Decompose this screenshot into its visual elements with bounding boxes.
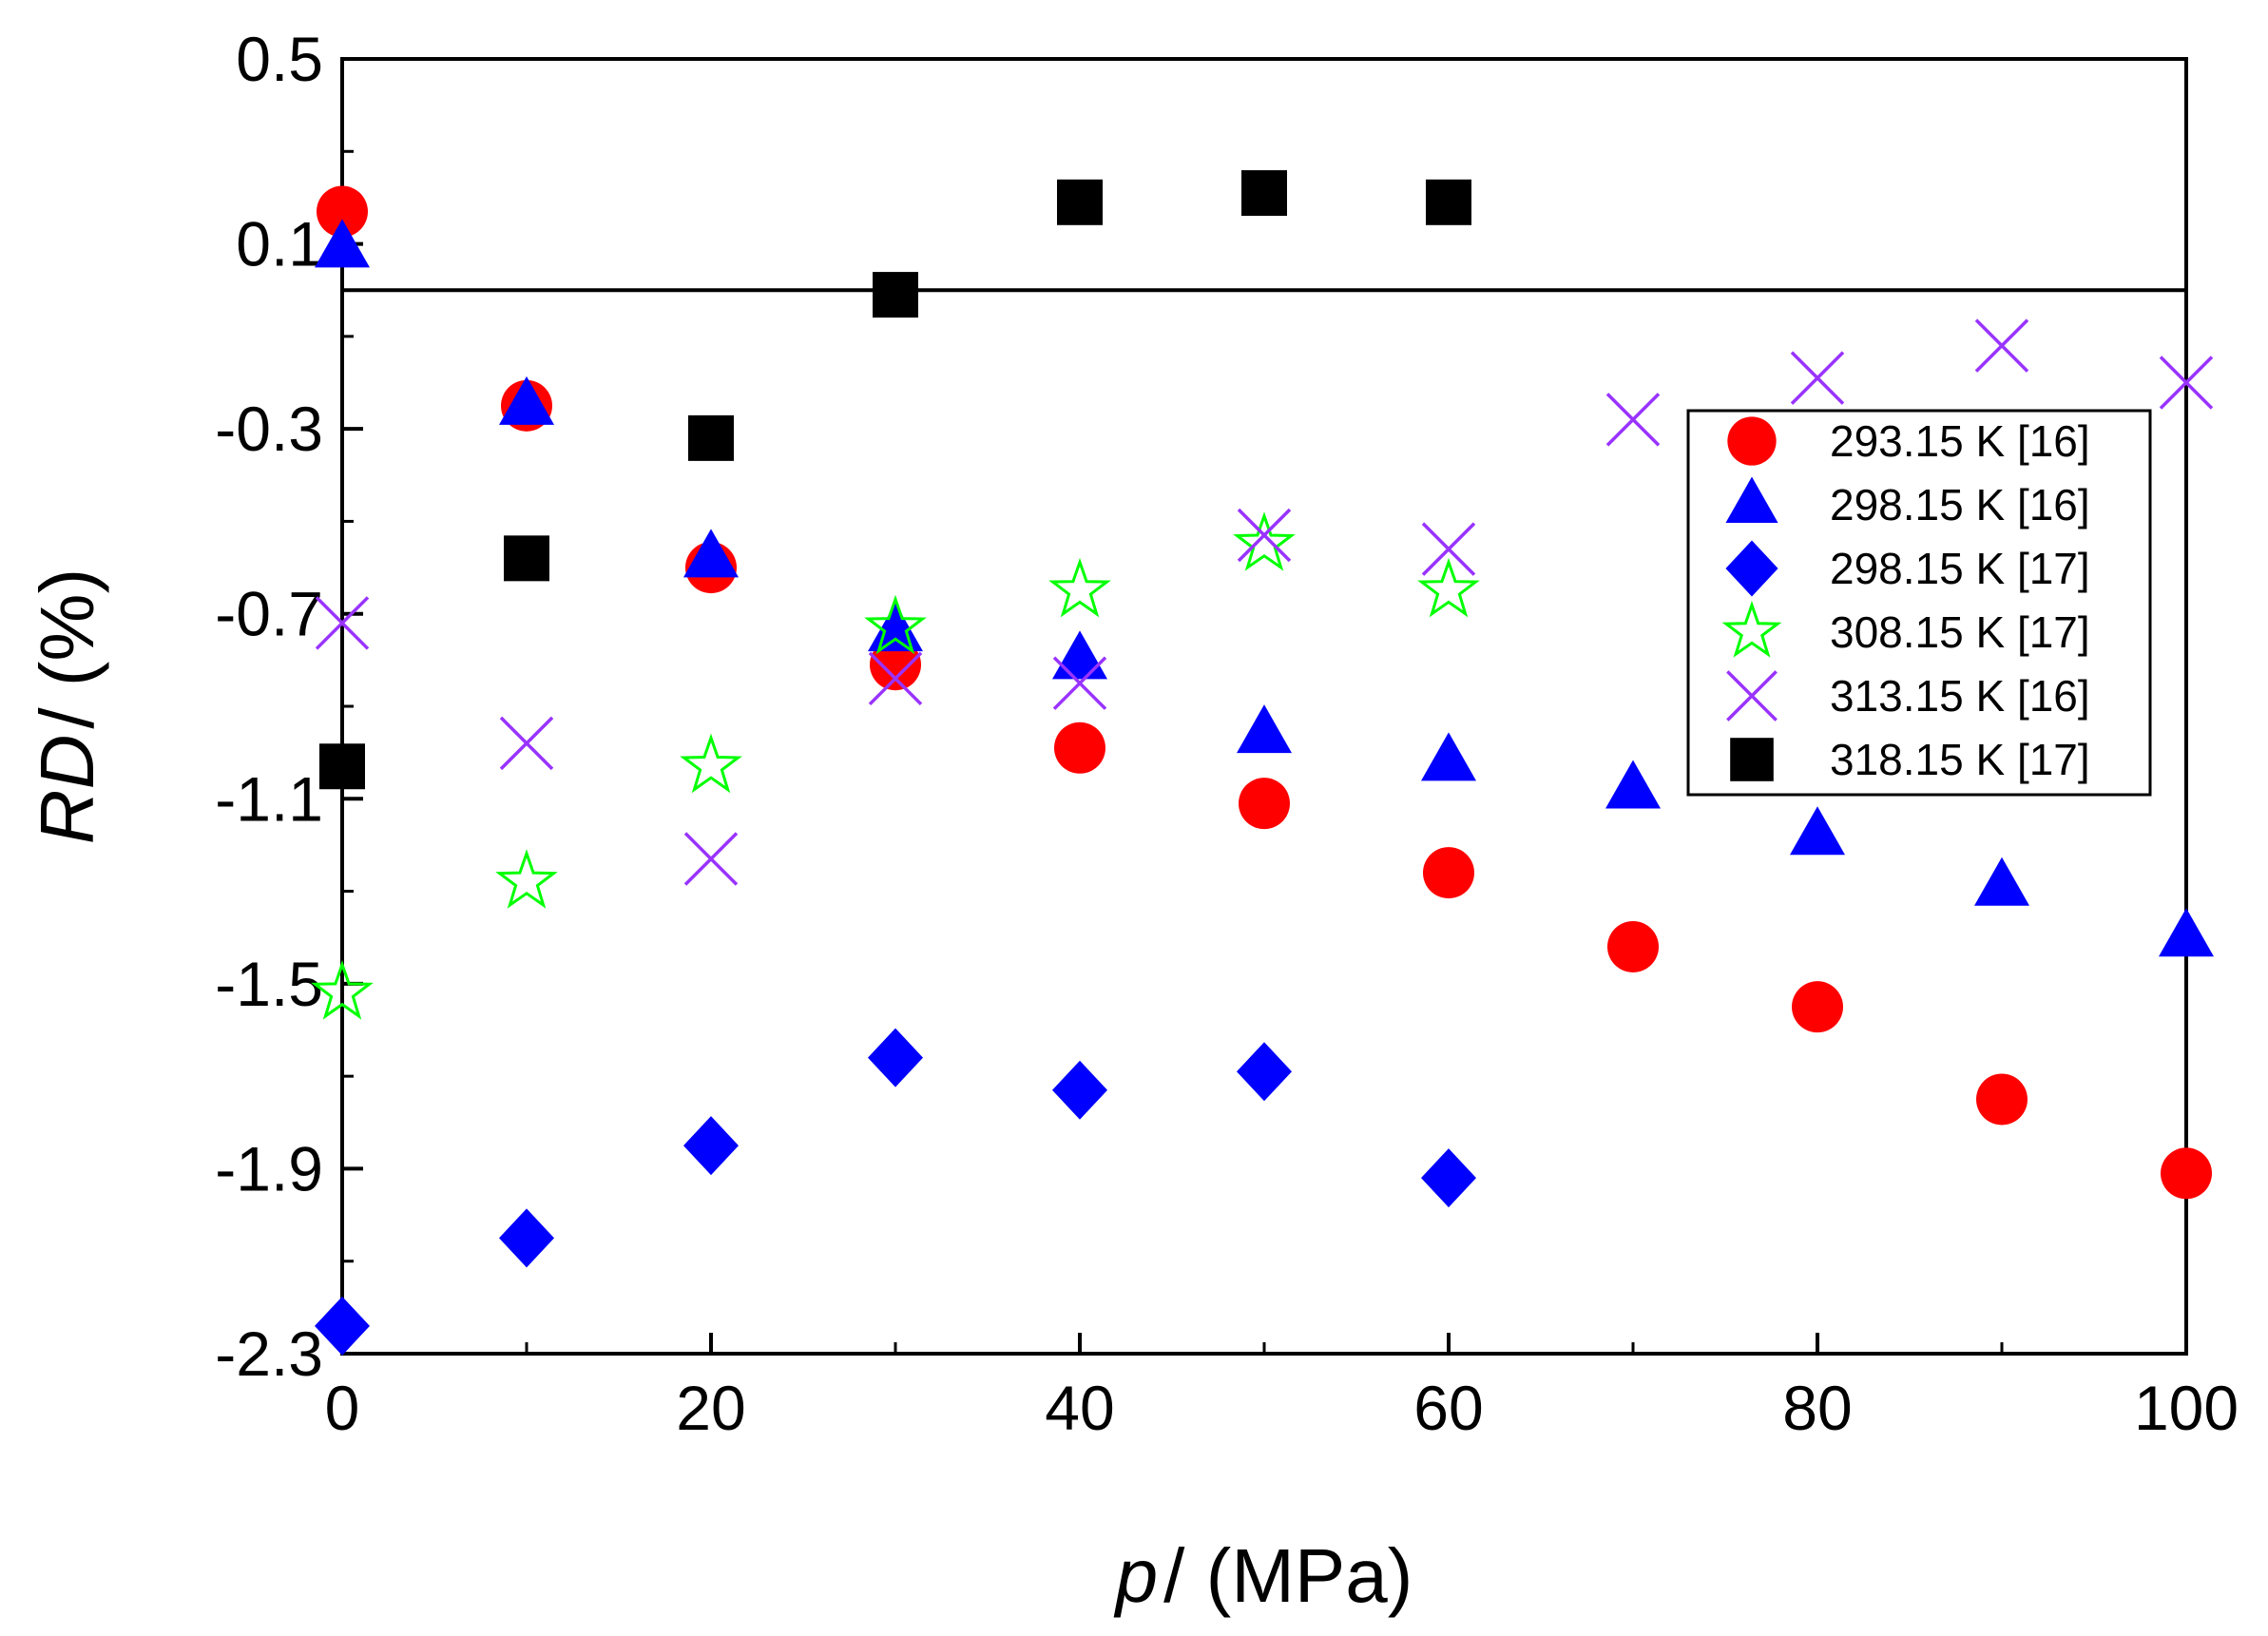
x-tick-label: 20 xyxy=(676,1373,745,1443)
data-point xyxy=(1974,856,2029,906)
legend-box xyxy=(1686,409,2152,797)
y-tick-label: -1.1 xyxy=(215,763,323,834)
legend-marker xyxy=(1730,738,1774,781)
data-point xyxy=(2159,356,2214,410)
data-point xyxy=(1052,656,1107,710)
data-point xyxy=(873,272,918,318)
series-star-3 xyxy=(311,511,1480,1020)
y-tick-label: -1.5 xyxy=(215,949,323,1019)
legend: 293.15 K [16] 298.15 K [16] 298.15 K [17] 3… xyxy=(1686,409,2152,797)
data-point xyxy=(1426,179,1471,225)
x-tick-label: 0 xyxy=(325,1373,360,1443)
series-square-5 xyxy=(319,170,1471,790)
data-point xyxy=(1237,508,1292,563)
data-point xyxy=(1057,179,1103,225)
data-point xyxy=(1239,778,1290,830)
data-point xyxy=(1054,722,1105,774)
x-axis-title: p/ (MPa) xyxy=(1114,1533,1413,1618)
data-point xyxy=(315,219,370,268)
data-point xyxy=(1605,393,1661,447)
y-tick-label: -0.7 xyxy=(215,579,323,649)
legend-marker xyxy=(1721,600,1782,658)
data-point xyxy=(311,960,374,1020)
legend-marker xyxy=(1725,476,1778,523)
data-points xyxy=(311,170,2214,1356)
data-point xyxy=(1790,806,1845,856)
data-point xyxy=(1421,732,1476,781)
legend-label: 293.15 K [16] xyxy=(1830,416,2090,466)
data-point xyxy=(1241,170,1287,217)
axis-ticks: 0 20 40 60 80 100 0.5 0.1 -0.3 -0.7 -1.1 -1.5 -1.9 -2… xyxy=(215,24,2239,1443)
data-point xyxy=(1790,351,1845,405)
data-point xyxy=(683,1116,739,1176)
data-point xyxy=(1233,511,1296,571)
data-point xyxy=(680,733,742,794)
series-cross-4 xyxy=(315,318,2214,886)
y-tick-label: -1.9 xyxy=(215,1133,323,1203)
data-point xyxy=(1052,630,1107,680)
series-diamond-2 xyxy=(315,1028,1476,1356)
legend-label: 298.15 K [16] xyxy=(1830,480,2090,529)
data-point xyxy=(2159,908,2214,957)
legend-label: 318.15 K [17] xyxy=(1830,735,2090,784)
data-point xyxy=(870,639,921,691)
legend-label: 313.15 K [16] xyxy=(1830,671,2090,721)
data-point xyxy=(1421,522,1476,576)
data-point xyxy=(1974,318,2029,373)
data-point xyxy=(1421,1148,1476,1208)
data-point xyxy=(499,375,554,425)
legend-marker xyxy=(1727,416,1777,466)
data-point xyxy=(1423,847,1474,899)
x-tick-label: 40 xyxy=(1045,1373,1114,1443)
data-point xyxy=(1237,704,1292,754)
legend-label: 308.15 K [17] xyxy=(1830,607,2090,657)
data-point xyxy=(315,1296,370,1356)
legend-marker xyxy=(1725,540,1778,597)
legend-label: 298.15 K [17] xyxy=(1830,544,2090,593)
data-point xyxy=(315,596,370,650)
data-point xyxy=(504,535,549,582)
data-point xyxy=(319,743,365,790)
data-point xyxy=(2161,1147,2212,1200)
data-point xyxy=(1048,557,1111,618)
data-point xyxy=(317,185,368,238)
data-point xyxy=(868,603,923,652)
data-point xyxy=(1976,1073,2028,1126)
data-point xyxy=(1417,557,1480,618)
data-point xyxy=(1237,1042,1292,1102)
y-tick-label: 0.1 xyxy=(236,209,323,279)
data-point xyxy=(1605,760,1661,809)
data-point xyxy=(868,1028,923,1087)
data-point xyxy=(1052,1060,1107,1120)
data-point xyxy=(688,414,734,461)
y-axis-title: RD/ (%) xyxy=(25,568,109,844)
data-point xyxy=(499,1208,554,1268)
x-tick-label: 80 xyxy=(1782,1373,1852,1443)
data-point xyxy=(1792,981,1843,1033)
data-point xyxy=(499,716,554,771)
data-point xyxy=(868,651,923,706)
data-point xyxy=(864,594,927,655)
legend-marker xyxy=(1726,670,1778,722)
data-point xyxy=(683,529,739,578)
x-tick-label: 100 xyxy=(2134,1373,2239,1443)
y-tick-label: -2.3 xyxy=(215,1318,323,1389)
y-tick-label: -0.3 xyxy=(215,394,323,464)
data-point xyxy=(1607,920,1659,972)
y-tick-label: 0.5 xyxy=(236,24,323,94)
x-tick-label: 60 xyxy=(1413,1373,1483,1443)
data-point xyxy=(683,832,739,886)
data-point xyxy=(495,849,558,909)
